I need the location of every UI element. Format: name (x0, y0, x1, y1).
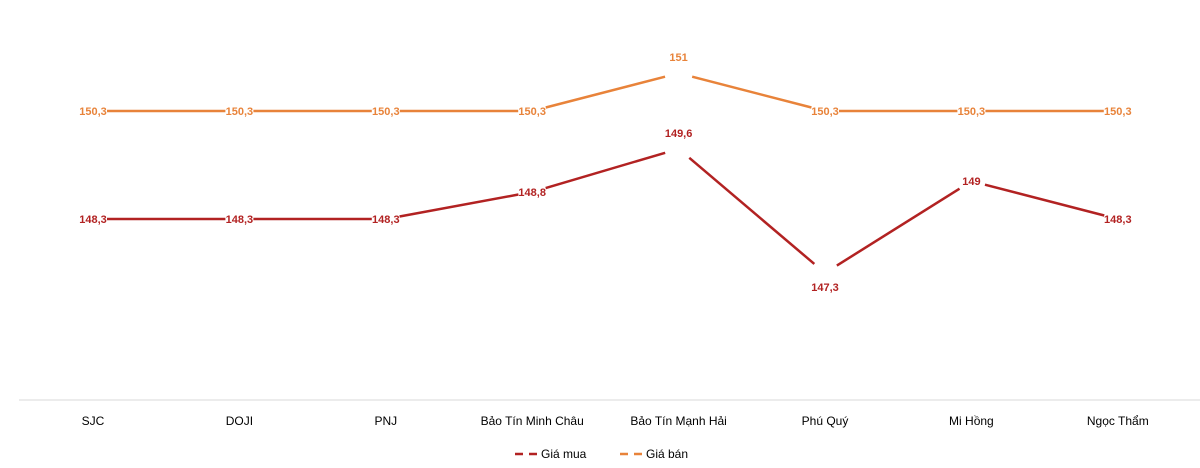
x-axis-label: PNJ (374, 414, 397, 428)
data-label: 150,3 (518, 106, 546, 118)
data-label: 148,8 (518, 187, 546, 199)
x-axis-label: SJC (82, 414, 105, 428)
data-label: 149 (962, 176, 980, 188)
x-axis-label: Bảo Tín Minh Châu (481, 414, 584, 428)
x-axis-label: Phú Quý (802, 414, 849, 428)
data-label: 149,6 (665, 128, 693, 140)
legend-label: Giá mua (541, 447, 587, 461)
x-axis-labels: SJC DOJI PNJ Bảo Tín Minh Châu Bảo Tín Mạnh … (82, 414, 1149, 428)
x-axis-label: Mi Hồng (949, 414, 994, 428)
series-line-gia-ban (545, 75, 666, 109)
data-label: 148,3 (226, 214, 254, 226)
x-axis-label: Bảo Tín Mạnh Hải (630, 414, 727, 428)
data-label: 150,3 (1104, 106, 1132, 118)
series-line-gia-mua (688, 156, 816, 265)
data-label: 148,3 (1104, 214, 1132, 226)
data-label: 150,3 (226, 106, 254, 118)
series-line-gia-mua (984, 183, 1105, 217)
series-line-gia-ban (691, 75, 812, 109)
series-line-gia-mua (545, 151, 666, 190)
series-line-gia-mua (399, 193, 519, 218)
data-label: 150,3 (811, 106, 839, 118)
data-label: 148,3 (79, 214, 107, 226)
data-label: 150,3 (372, 106, 400, 118)
series-layer (107, 75, 1105, 267)
legend-label: Giá bán (646, 447, 688, 461)
legend: Giá mua Giá bán (515, 447, 688, 461)
data-labels: 148,3 148,3 148,3 148,8 149,6 147,3 149 148,3 15… (79, 52, 1131, 294)
data-label: 147,3 (811, 282, 839, 294)
series-line-gia-mua (836, 187, 961, 267)
x-axis-label: Ngọc Thẩm (1087, 414, 1149, 428)
data-label: 151 (669, 52, 687, 64)
x-axis-label: DOJI (226, 414, 253, 428)
data-label: 150,3 (79, 106, 107, 118)
data-label: 150,3 (958, 106, 986, 118)
data-label: 148,3 (372, 214, 400, 226)
